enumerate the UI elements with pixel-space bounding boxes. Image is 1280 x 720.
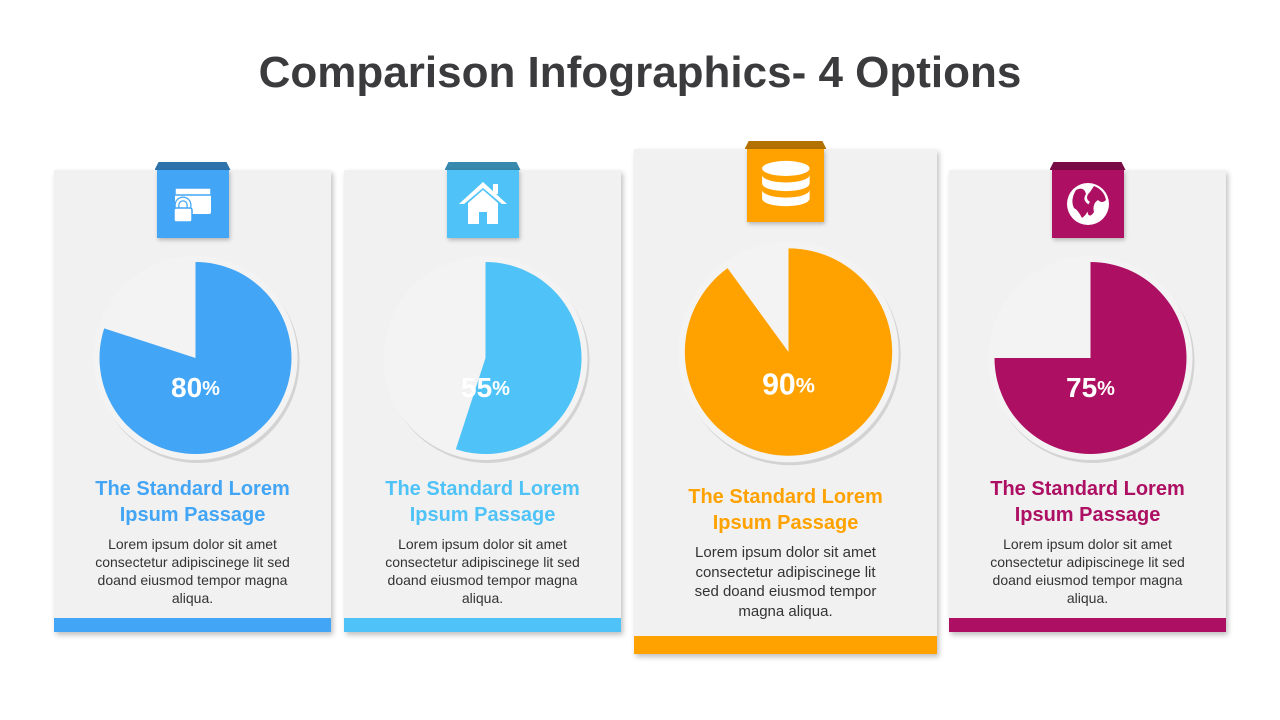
card-strip [634, 636, 937, 654]
tab-fold [1050, 162, 1126, 170]
body-text: Lorem ipsum dolor sit amet consectetur a… [634, 543, 937, 621]
body-text: Lorem ipsum dolor sit amet consectetur a… [344, 535, 621, 607]
card: 55% The Standard Lorem Ipsum Passage Lorem… [344, 170, 621, 632]
value-number: 55 [461, 372, 492, 403]
heading: The Standard Lorem Ipsum Passage [54, 476, 331, 528]
value-number: 75 [1066, 372, 1097, 403]
value-label: 55% [461, 372, 510, 403]
title: Comparison Infographics- 4 Options [258, 48, 1022, 97]
heading-text: The Standard Lorem Ipsum Passage [385, 478, 580, 526]
tab-fold [155, 162, 231, 170]
value-label: 75% [1066, 372, 1115, 403]
body-text: Lorem ipsum dolor sit amet consectetur a… [54, 535, 331, 607]
value-number: 80 [171, 372, 202, 403]
icon-shape [761, 190, 810, 207]
tab-fold [445, 162, 521, 170]
icon-shape [761, 174, 810, 192]
icon-tab [156, 170, 229, 238]
gauge: 80% [93, 256, 300, 463]
body-text: Lorem ipsum dolor sit amet consectetur a… [949, 535, 1226, 607]
icon-tab [1051, 170, 1124, 238]
card: 90% The Standard Lorem Ipsum Passage Lorem… [634, 149, 937, 654]
icon [172, 187, 212, 223]
icon-tab [446, 170, 519, 238]
card-strip [344, 618, 621, 632]
tab-fold [745, 141, 827, 149]
value-unit: % [796, 372, 815, 397]
heading-text: The Standard Lorem Ipsum Passage [688, 486, 883, 534]
body-text-content: Lorem ipsum dolor sit amet consectetur a… [95, 536, 290, 606]
heading-text: The Standard Lorem Ipsum Passage [990, 478, 1185, 526]
icon [761, 160, 810, 207]
icon-shape [173, 187, 212, 196]
icon [458, 182, 507, 224]
card: 75% The Standard Lorem Ipsum Passage Lorem… [949, 170, 1226, 632]
card-strip [54, 618, 331, 632]
value-unit: % [492, 378, 510, 400]
heading-text: The Standard Lorem Ipsum Passage [95, 478, 290, 526]
body-text-content: Lorem ipsum dolor sit amet consectetur a… [694, 544, 877, 620]
icon-shape [172, 207, 193, 223]
value-label: 90% [762, 369, 815, 402]
icon [1066, 183, 1109, 225]
heading: The Standard Lorem Ipsum Passage [634, 484, 937, 536]
heading: The Standard Lorem Ipsum Passage [344, 476, 621, 528]
icon-shape [1071, 186, 1106, 218]
pie-slice [99, 262, 292, 454]
body-text-content: Lorem ipsum dolor sit amet consectetur a… [385, 536, 580, 606]
pie-slice [684, 248, 893, 456]
heading: The Standard Lorem Ipsum Passage [949, 476, 1226, 528]
value-unit: % [1097, 378, 1115, 400]
value-number: 90 [762, 369, 796, 402]
icon-shape [761, 160, 810, 176]
icon-shape [492, 184, 498, 194]
icon-shape [458, 182, 507, 204]
icon-tab [746, 149, 825, 223]
gauge: 55% [383, 256, 590, 463]
icon-shape [175, 197, 190, 210]
gauge: 90% [678, 241, 901, 466]
card-strip [949, 618, 1226, 632]
value-label: 80% [171, 372, 220, 403]
icon-shape [467, 190, 498, 224]
body-text-content: Lorem ipsum dolor sit amet consectetur a… [990, 536, 1185, 606]
pie-slice [455, 262, 582, 454]
pie-slice [994, 262, 1187, 454]
gauge: 75% [988, 256, 1195, 463]
value-unit: % [202, 378, 220, 400]
card: 80% The Standard Lorem Ipsum Passage Lorem… [54, 170, 331, 632]
